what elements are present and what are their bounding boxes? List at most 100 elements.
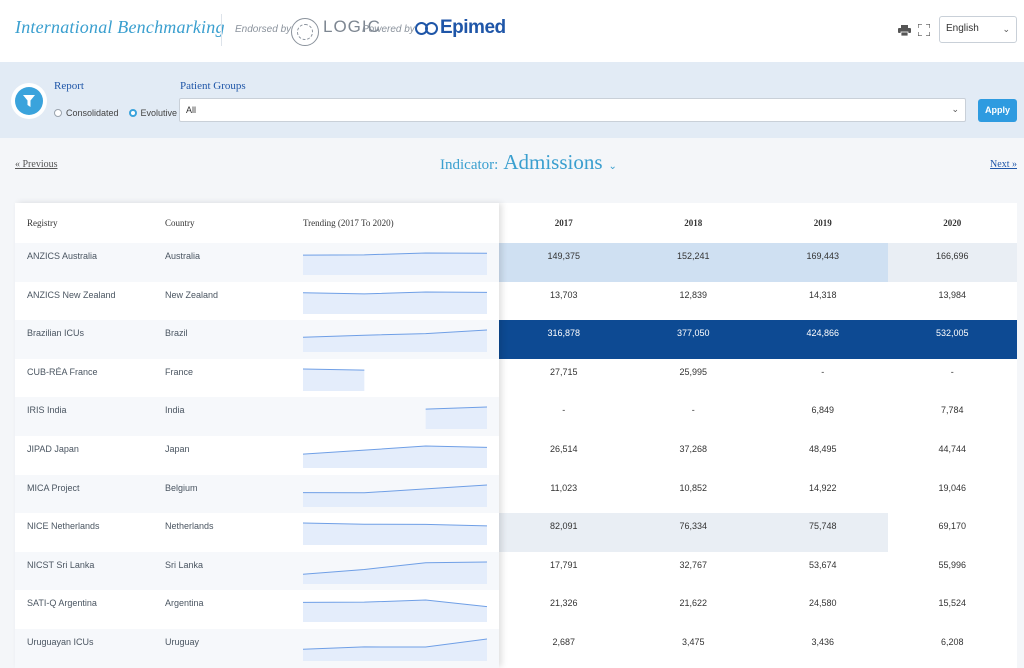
value-cell: - <box>758 358 888 398</box>
registry-cell: ANZICS New Zealand <box>27 289 116 300</box>
sparkline-area <box>303 561 487 584</box>
value-cell: 6,208 <box>887 629 1017 668</box>
value-cell: 3,436 <box>758 629 888 668</box>
value-cell: 152,241 <box>628 243 758 282</box>
previous-link[interactable]: « Previous <box>15 159 58 170</box>
value-cell: 12,839 <box>628 281 758 321</box>
value-cell: 10,852 <box>628 474 758 514</box>
filter-icon[interactable] <box>15 87 43 115</box>
trend-sparkline <box>425 406 487 430</box>
sparkline-area <box>303 368 365 391</box>
epimed-logo-text: Epimed <box>440 17 506 38</box>
value-cell: 21,622 <box>628 590 758 629</box>
language-value: English <box>946 23 979 34</box>
sparkline-area <box>303 330 487 353</box>
registry-cell: ANZICS Australia <box>27 251 98 261</box>
sparkline-line <box>303 599 487 608</box>
country-cell: Japan <box>165 444 190 454</box>
registry-cell: IRIS India <box>27 405 67 416</box>
registry-cell: Uruguayan ICUs <box>27 637 94 647</box>
registry-cell: Brazilian ICUs <box>27 328 85 339</box>
value-cell: 82,091 <box>499 513 629 552</box>
table-row: NICE Netherlands Netherlands <box>15 513 499 552</box>
consolidated-label[interactable]: Consolidated <box>66 108 119 118</box>
country-cell: Australia <box>165 251 201 261</box>
value-cell: 3,475 <box>628 629 758 668</box>
value-cell: 26,514 <box>499 436 629 475</box>
sparkline-area <box>303 446 487 468</box>
logic-logo-text: LOGIC <box>323 17 381 36</box>
value-cell: 15,524 <box>887 590 1017 629</box>
value-cell: 32,767 <box>628 551 758 591</box>
value-cell: 316,878 <box>499 320 629 359</box>
trending-column-header: Trending (2017 To 2020) <box>303 218 394 228</box>
trend-sparkline <box>303 522 487 546</box>
next-link[interactable]: Next » <box>990 159 1017 170</box>
country-cell: Brazil <box>165 328 188 339</box>
print-icon[interactable] <box>898 25 911 36</box>
country-cell: India <box>165 405 185 416</box>
sparkline-area <box>303 523 487 546</box>
evolutive-radio[interactable] <box>128 109 137 117</box>
value-cell: 37,268 <box>628 436 758 475</box>
trend-sparkline <box>303 252 487 275</box>
sparkline-area <box>303 253 487 275</box>
trend-sparkline <box>303 484 487 507</box>
chevron-down-icon: ⌄ <box>1002 24 1010 34</box>
sparkline-line <box>303 522 487 527</box>
logic-logo-icon <box>291 18 319 46</box>
value-cell: 377,050 <box>628 320 758 359</box>
year-column-header[interactable]: 2020 <box>943 218 962 228</box>
country-column-header[interactable]: Country <box>165 218 195 228</box>
value-cell: 7,784 <box>887 397 1017 436</box>
sparkline-line <box>303 445 487 455</box>
consolidated-radio[interactable] <box>54 109 62 117</box>
country-cell: Argentina <box>165 598 204 609</box>
powered-by-label: Powered by <box>362 24 415 35</box>
sparkline-line <box>303 638 487 650</box>
top-header: International Benchmarking Endorsed by L… <box>0 0 1024 62</box>
year-column-header[interactable]: 2017 <box>554 218 573 228</box>
trend-sparkline <box>303 291 487 314</box>
table-row: CUB-RÉA France France <box>15 359 499 398</box>
table-row: JIPAD Japan Japan <box>15 436 499 475</box>
evolutive-label[interactable]: Evolutive <box>140 108 178 118</box>
indicator-selector[interactable]: Indicator: Admissions ⌄ <box>440 150 617 175</box>
registry-panel: Registry Country Trending (2017 To 2020)… <box>15 203 499 668</box>
value-cell: 25,995 <box>628 358 758 398</box>
fullscreen-icon[interactable] <box>918 24 930 36</box>
sparkline-line <box>303 291 487 294</box>
value-cell: 55,996 <box>887 551 1017 591</box>
patient-groups-select[interactable]: All ⌄ <box>179 98 966 122</box>
value-cell: 14,922 <box>758 474 888 514</box>
trend-sparkline <box>303 638 487 661</box>
sparkline-area <box>303 484 487 507</box>
language-select[interactable]: English ⌄ <box>939 16 1017 43</box>
value-cell: 17,791 <box>499 551 629 591</box>
registry-column-header[interactable]: Registry <box>27 218 58 228</box>
value-cell: 532,005 <box>887 320 1017 359</box>
indicator-value[interactable]: Admissions <box>503 150 603 174</box>
sparkline-area <box>303 600 487 623</box>
country-cell: France <box>165 366 194 377</box>
value-cell: - <box>499 397 629 436</box>
chevron-down-icon[interactable]: ⌄ <box>608 161 617 172</box>
value-cell: 53,674 <box>758 551 888 591</box>
table-row: Uruguayan ICUs Uruguay <box>15 629 499 668</box>
epimed-logo: Epimed <box>415 17 506 39</box>
value-cell: 48,495 <box>758 436 888 475</box>
patient-groups-value: All <box>186 105 197 115</box>
apply-button[interactable]: Apply <box>978 99 1017 122</box>
table-row: IRIS India India <box>15 397 499 436</box>
sparkline-line <box>425 406 487 411</box>
value-cell: 75,748 <box>758 513 888 552</box>
country-cell: Uruguay <box>165 637 200 647</box>
sparkline-area <box>425 407 487 430</box>
registry-cell: JIPAD Japan <box>27 444 79 454</box>
trend-sparkline <box>303 561 487 584</box>
year-column-header[interactable]: 2019 <box>813 218 832 228</box>
report-radio-group: Consolidated Evolutive <box>54 108 177 118</box>
year-column-header[interactable]: 2018 <box>684 218 703 228</box>
value-cell: 14,318 <box>758 281 888 321</box>
value-cell: 69,170 <box>887 513 1017 552</box>
